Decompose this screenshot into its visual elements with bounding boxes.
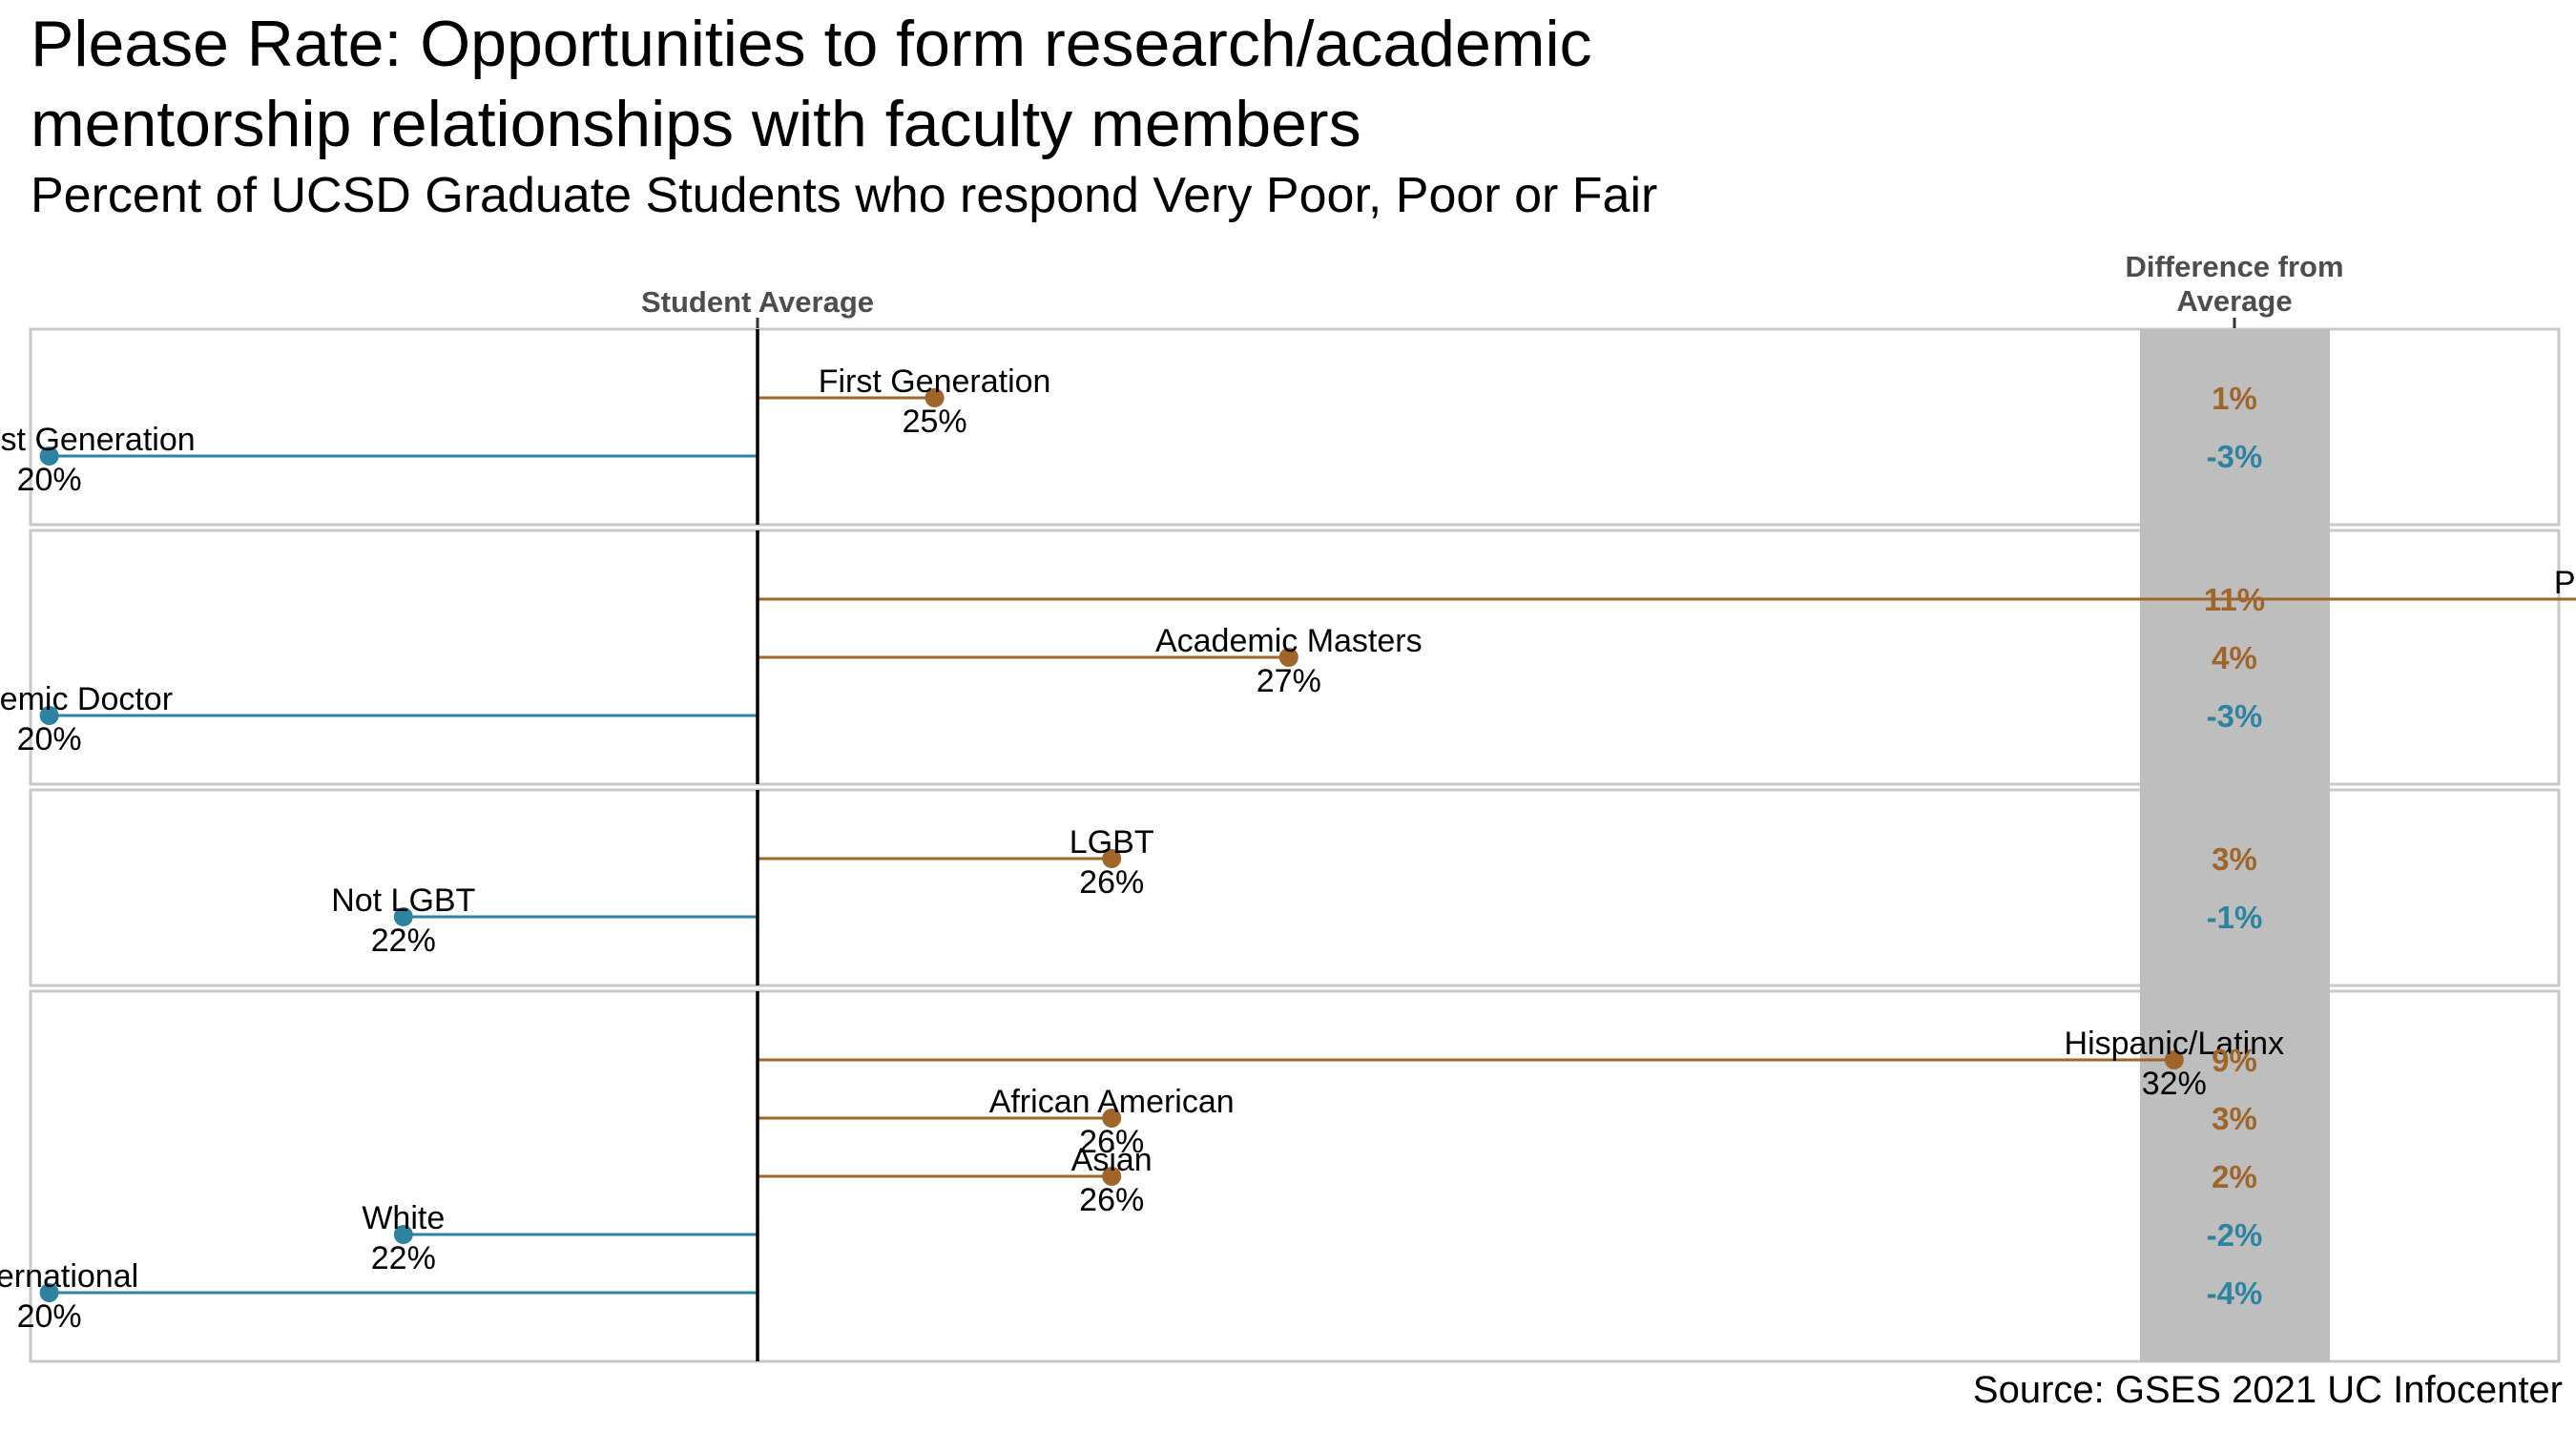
dot-3-2 (1102, 1167, 1122, 1186)
diff-label-2-0: 3% (2212, 841, 2257, 877)
diff-header-line-2: Average (2176, 284, 2292, 318)
dot-1-1 (1278, 648, 1298, 667)
dot-3-0 (2164, 1050, 2184, 1069)
value-label-3-4: 20% (17, 1298, 82, 1335)
dot-1-2 (39, 706, 59, 725)
category-label-1-0: Professional Masters (2554, 565, 2576, 601)
value-label-3-0: 32% (2142, 1066, 2207, 1102)
category-label-1-1: Academic Masters (1155, 623, 1423, 659)
value-label-0-0: 25% (903, 404, 967, 440)
diff-label-3-0: 9% (2212, 1043, 2257, 1078)
dot-3-3 (393, 1225, 413, 1244)
value-label-1-2: 20% (17, 721, 82, 757)
dot-0-1 (39, 446, 59, 466)
chart-title-line-1: Please Rate: Opportunities to form resea… (31, 8, 1592, 80)
dot-2-1 (393, 907, 413, 926)
diff-header: Difference from Average (2125, 250, 2343, 318)
diff-label-3-1: 3% (2212, 1101, 2257, 1136)
category-label-3-1: African American (989, 1084, 1235, 1120)
dot-0-0 (924, 388, 945, 407)
dot-3-1 (1102, 1109, 1122, 1128)
category-label-1-2: Academic Doctor (0, 681, 173, 717)
diff-label-3-2: 2% (2212, 1159, 2257, 1194)
category-label-3-4: International (0, 1258, 138, 1295)
diff-label-3-3: -2% (2207, 1217, 2263, 1253)
diff-label-1-1: 4% (2212, 640, 2257, 675)
diff-label-1-0: 11% (2204, 582, 2265, 617)
axis-label-2: Student Average (641, 285, 874, 319)
chart-title-line-2: mentorship relationships with faculty me… (31, 88, 1361, 160)
category-label-0-1: Not First Generation (0, 422, 196, 458)
value-label-2-1: 22% (371, 923, 436, 959)
diff-label-0-0: 1% (2212, 381, 2257, 416)
value-label-3-2: 26% (1079, 1182, 1144, 1218)
facet-panel-3 (29, 788, 2561, 987)
diff-label-0-1: -3% (2207, 439, 2263, 474)
value-label-3-1: 26% (1079, 1124, 1144, 1160)
category-label-3-0: Hispanic/Latinx (2065, 1026, 2285, 1062)
diff-label-2-1: -1% (2207, 900, 2263, 935)
source-note: Source: GSES 2021 UC Infocenter (1972, 1369, 2563, 1411)
dot-2-0 (1102, 849, 1122, 868)
category-label-3-2: Asian (1071, 1142, 1153, 1178)
diff-header-line-1: Difference from (2125, 250, 2343, 283)
value-label-1-1: 27% (1257, 663, 1321, 699)
facet-panel-4 (29, 989, 2561, 1363)
category-label-0-0: First Generation (819, 363, 1051, 400)
category-label-2-1: Not LGBT (331, 882, 475, 919)
category-label-2-0: LGBT (1070, 824, 1154, 861)
category-label-3-3: White (362, 1200, 445, 1236)
value-label-2-0: 26% (1079, 864, 1144, 901)
diff-label-3-4: -4% (2207, 1275, 2263, 1311)
value-label-0-1: 20% (17, 462, 82, 498)
chart-subtitle: Percent of UCSD Graduate Students who re… (31, 168, 1658, 223)
dot-3-4 (39, 1283, 59, 1302)
value-label-3-3: 22% (371, 1240, 436, 1276)
facet-panel-1 (29, 327, 2561, 527)
difference-column (2140, 329, 2330, 1361)
diff-label-1-2: -3% (2207, 698, 2263, 734)
chart-title: Please Rate: Opportunities to form resea… (31, 4, 1592, 164)
